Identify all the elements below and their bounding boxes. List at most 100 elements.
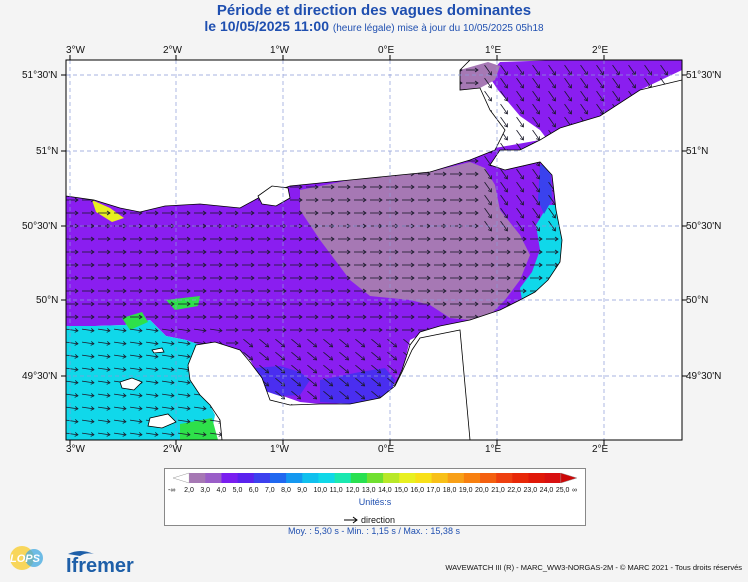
direction-arrow (146, 406, 159, 411)
direction-arrow (146, 288, 159, 294)
direction-arrow (146, 314, 159, 320)
direction-arrow (66, 328, 79, 333)
direction-arrow (500, 194, 508, 206)
direction-arrow (339, 377, 350, 387)
direction-arrow (628, 77, 636, 89)
legend-color-swatch (286, 473, 303, 483)
direction-arrow (130, 236, 143, 242)
direction-arrow (258, 301, 271, 307)
direction-arrow (130, 262, 143, 268)
direction-arrow (114, 275, 127, 281)
direction-arrow (178, 314, 191, 320)
direction-arrow (146, 393, 159, 398)
direction-arrow (596, 77, 604, 89)
direction-arrow (322, 327, 335, 333)
direction-arrow (274, 301, 287, 307)
direction-arrow (210, 249, 223, 255)
direction-arrow (226, 340, 239, 346)
direction-arrow (530, 275, 543, 281)
direction-arrow (500, 168, 508, 180)
direction-arrow (466, 301, 479, 307)
direction-arrow (500, 103, 508, 115)
legend-tick-label: 16,0 (410, 487, 425, 494)
direction-arrow (386, 210, 399, 216)
direction-arrow (162, 432, 175, 437)
direction-arrow (500, 181, 508, 193)
direction-arrow (178, 406, 191, 411)
direction-arrow (82, 288, 95, 294)
direction-arrow (291, 390, 302, 400)
direction-arrow (500, 207, 508, 219)
direction-arrow (146, 341, 159, 346)
legend-color-swatch (463, 473, 481, 483)
direction-arrow (114, 314, 127, 320)
ifremer-logo-mark: Ifremer (66, 551, 134, 577)
direction-arrow (532, 77, 540, 89)
direction-arrow (82, 249, 95, 255)
direction-arrow (146, 328, 159, 333)
direction-arrow (162, 354, 175, 359)
direction-arrow (532, 116, 540, 128)
direction-arrow (98, 301, 111, 307)
land-jersey (147, 413, 177, 429)
direction-arrow (450, 314, 463, 320)
lon-bottom-label: 0°E (378, 444, 395, 455)
legend-tick-label: 23,0 (523, 487, 538, 494)
legend-color-swatch (415, 473, 433, 483)
direction-arrow (450, 249, 463, 255)
sea-region-yellow (92, 200, 124, 222)
direction-arrow (402, 314, 415, 320)
direction-arrow (98, 354, 111, 359)
direction-arrow (466, 249, 479, 255)
direction-arrow (178, 275, 191, 281)
direction-arrow-icon (344, 516, 358, 524)
direction-arrow (290, 301, 303, 307)
direction-arrow (482, 236, 495, 242)
legend-tick-label: 20,0 (475, 487, 489, 494)
direction-arrow (114, 288, 127, 294)
direction-arrow (162, 288, 175, 294)
direction-arrow (450, 301, 463, 307)
direction-arrow (516, 77, 524, 89)
statistics-line: Moy. : 5,30 s - Min. : 1,15 s / Max. : 1… (288, 526, 460, 536)
direction-arrow (530, 249, 543, 255)
direction-arrow (258, 210, 271, 216)
direction-arrow (243, 338, 254, 348)
direction-arrow (402, 262, 415, 268)
direction-arrow (306, 262, 319, 268)
direction-arrow (402, 210, 415, 216)
direction-arrow (532, 207, 540, 219)
direction-arrow (98, 314, 111, 320)
lon-bottom-label: 2°E (592, 444, 609, 455)
direction-arrow (226, 288, 239, 294)
direction-arrow (66, 236, 79, 242)
direction-arrow (290, 249, 303, 255)
direction-arrow (306, 210, 319, 216)
direction-arrow (210, 236, 223, 242)
direction-arrow (387, 364, 398, 374)
direction-arrow (484, 194, 492, 206)
direction-arrow (371, 377, 382, 387)
direction-arrow (82, 328, 95, 333)
map-title: Période et direction des vagues dominant… (216, 2, 532, 19)
direction-arrow (226, 210, 239, 216)
direction-arrow (516, 90, 524, 102)
direction-arrow (114, 367, 127, 372)
sea-region-cyan-west (66, 320, 215, 440)
direction-arrow (162, 249, 175, 255)
direction-arrow (514, 288, 527, 294)
direction-arrow (162, 210, 175, 216)
direction-arrow (98, 406, 111, 411)
direction-arrow (548, 90, 556, 102)
lon-top-label: 2°W (163, 45, 182, 56)
direction-arrow (66, 249, 79, 255)
direction-arrow (259, 338, 270, 348)
lon-top-label: 1°W (270, 45, 289, 56)
direction-arrow (162, 328, 175, 333)
direction-arrow (322, 197, 335, 203)
direction-arrow (498, 236, 511, 242)
direction-arrow (354, 288, 367, 294)
legend-tick-label: 9,0 (297, 487, 307, 494)
direction-arrow (546, 249, 559, 255)
direction-arrow (418, 262, 431, 268)
